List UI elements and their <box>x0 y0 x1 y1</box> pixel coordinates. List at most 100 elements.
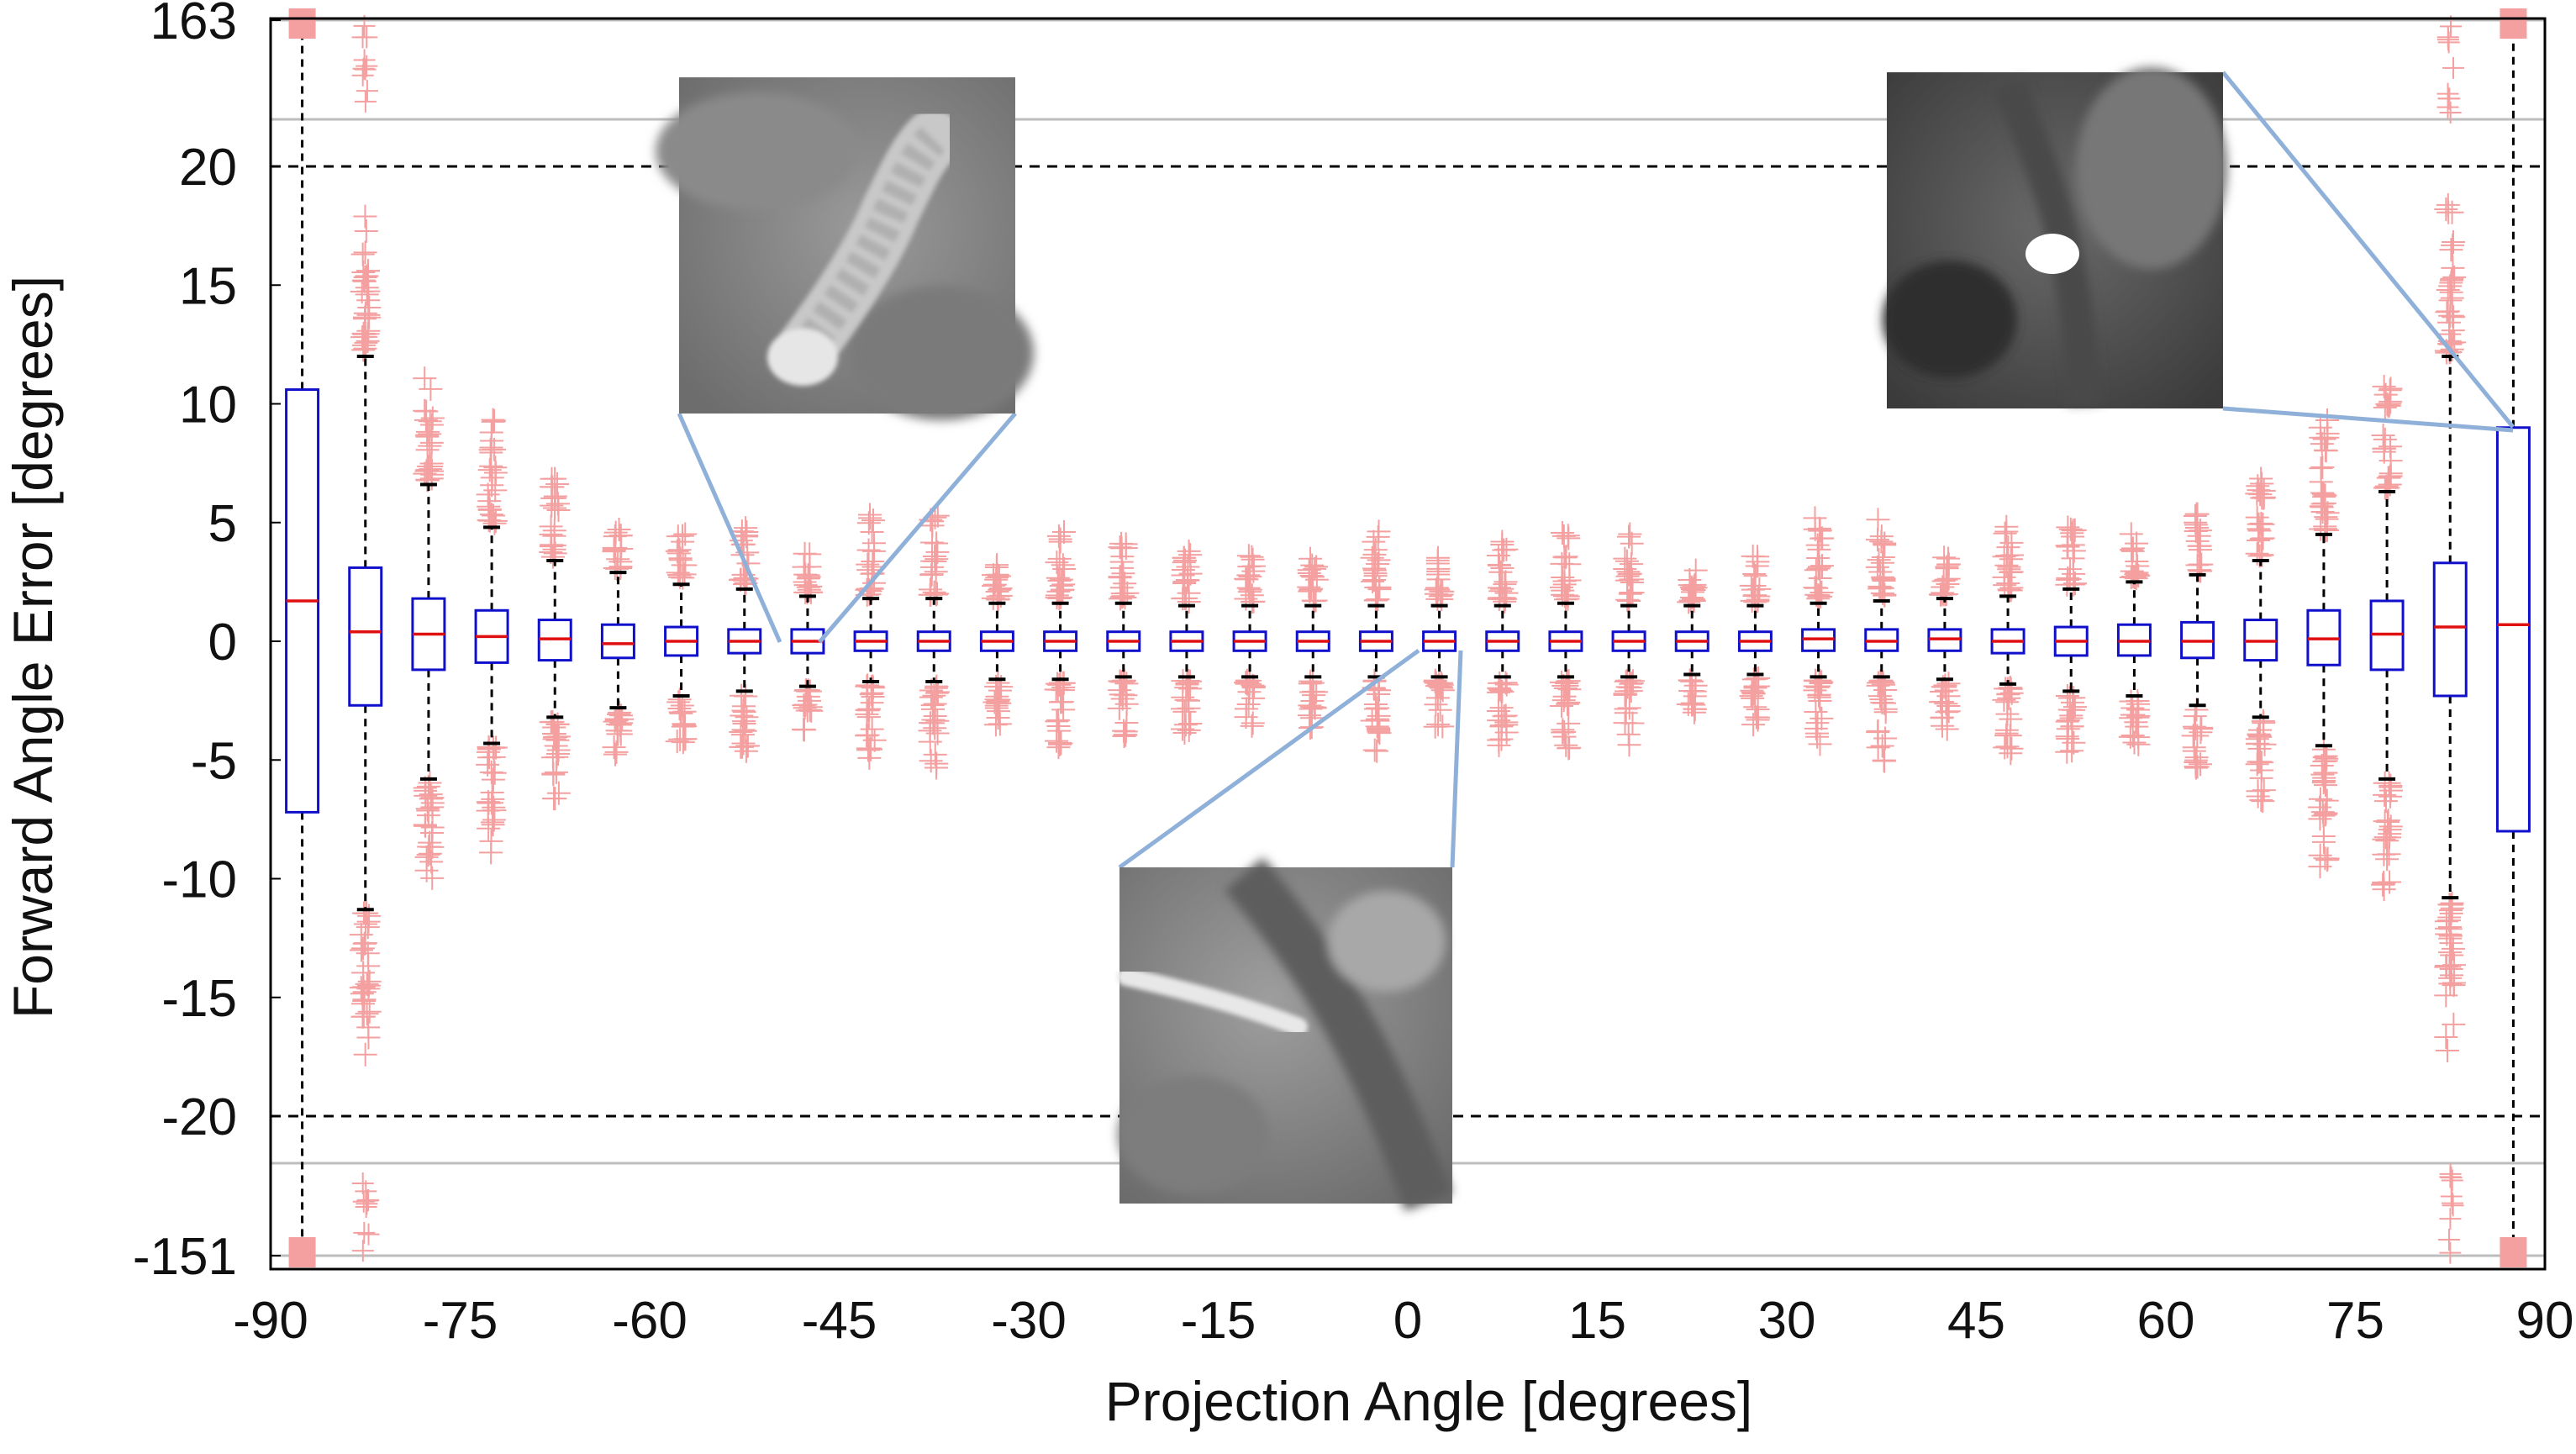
outlier-point <box>1810 526 1834 551</box>
outlier-point <box>1362 529 1386 554</box>
plot-frame <box>269 17 2547 1271</box>
outlier-point <box>1113 723 1137 747</box>
outlier-point <box>414 399 439 424</box>
outlier-point <box>419 377 443 401</box>
outlier-point <box>1423 670 1447 694</box>
outlier-point <box>1551 524 1576 548</box>
outlier-point <box>1741 667 1766 692</box>
outlier-point <box>544 760 568 784</box>
outlier-point <box>2189 559 2213 583</box>
outlier-point <box>1045 551 1069 575</box>
outlier-point <box>2120 559 2144 583</box>
outlier-point <box>1110 582 1135 606</box>
outlier-point <box>479 503 503 527</box>
outlier-point <box>2438 288 2463 313</box>
outlier-point <box>476 482 500 507</box>
outlier-point <box>2251 709 2275 734</box>
x-tick-label: 90 <box>2516 1292 2574 1350</box>
outlier-point <box>2374 474 2399 498</box>
outlier-point <box>1617 562 1641 587</box>
outlier-point <box>1111 719 1135 743</box>
outlier-point <box>352 57 375 80</box>
inset-top-right-link-b <box>2222 406 2514 433</box>
outlier-point <box>477 508 502 533</box>
outlier-point <box>351 975 376 999</box>
outlier-point <box>354 324 378 349</box>
outlier-point <box>479 829 503 853</box>
outlier-point <box>919 749 943 773</box>
outlier-point <box>798 698 822 722</box>
outlier-point <box>539 522 563 546</box>
outlier-point <box>1807 668 1831 693</box>
outlier-point <box>1741 544 1765 568</box>
outlier-point <box>1428 674 1452 698</box>
box <box>2495 426 2531 833</box>
outlier-point <box>1807 555 1831 579</box>
outlier-point <box>603 524 627 549</box>
inset-top-left-link-b <box>818 412 1017 644</box>
outlier-point <box>1177 590 1201 614</box>
extreme-marker-bottom <box>288 1237 316 1267</box>
outlier-point <box>482 745 506 769</box>
outlier-point <box>1367 678 1392 703</box>
outlier-point <box>1994 519 2019 544</box>
outlier-point <box>2372 877 2396 902</box>
outlier-point <box>2435 1039 2459 1063</box>
outlier-point <box>351 261 376 285</box>
outlier-point <box>356 259 381 283</box>
outlier-point <box>351 1004 376 1029</box>
outlier-point <box>2184 745 2209 770</box>
outlier-point <box>1999 676 2023 700</box>
outlier-point <box>542 715 566 740</box>
outlier-point <box>2245 752 2269 777</box>
outlier-point <box>919 563 944 587</box>
outlier-point <box>607 518 631 542</box>
outlier-point <box>1803 576 1827 600</box>
outlier-point <box>2060 521 2084 545</box>
outlier-point <box>2440 1185 2463 1208</box>
outlier-point <box>1360 545 1384 570</box>
outlier-point <box>2125 531 2149 556</box>
x-axis-label: Projection Angle [degrees] <box>1105 1370 1753 1432</box>
outlier-point <box>2315 501 2340 525</box>
outlier-point <box>1930 706 1954 730</box>
outlier-point <box>1300 553 1325 577</box>
outlier-point <box>602 538 626 562</box>
outlier-point <box>414 845 439 869</box>
outlier-point <box>355 282 379 307</box>
outlier-point <box>1677 590 1701 614</box>
outlier-point <box>542 537 566 561</box>
outlier-point <box>1616 524 1641 549</box>
outlier-point <box>2182 735 2206 760</box>
outlier-point <box>540 493 564 518</box>
outlier-point <box>1615 668 1640 693</box>
outlier-point <box>2184 751 2208 775</box>
outlier-point <box>2314 439 2338 463</box>
outlier-point <box>1740 588 1764 613</box>
outlier-point <box>2056 535 2080 559</box>
outlier-point <box>985 580 1009 604</box>
outlier-point <box>1362 738 1387 762</box>
outlier-point <box>352 931 377 956</box>
outlier-point <box>1996 571 2020 595</box>
outlier-point <box>1367 575 1392 599</box>
outlier-point <box>672 699 697 724</box>
outlier-point <box>1869 668 1894 693</box>
outlier-point <box>1493 572 1517 597</box>
outlier-point <box>1424 693 1448 717</box>
outlier-point <box>1993 521 2017 545</box>
outlier-point <box>1111 561 1135 586</box>
outlier-point <box>1108 678 1132 703</box>
outlier-point <box>355 972 379 996</box>
outlier-point <box>1046 677 1070 702</box>
outlier-point <box>925 674 949 698</box>
outlier-point <box>1804 558 1828 582</box>
outlier-point <box>1050 690 1074 714</box>
outlier-point <box>1618 522 1642 546</box>
outlier-point <box>1744 705 1768 730</box>
outlier-point <box>2185 724 2210 748</box>
outlier-point <box>2310 762 2335 787</box>
outlier-point <box>2440 943 2464 967</box>
outlier-point <box>1490 533 1515 557</box>
outlier-point <box>1240 583 1264 608</box>
